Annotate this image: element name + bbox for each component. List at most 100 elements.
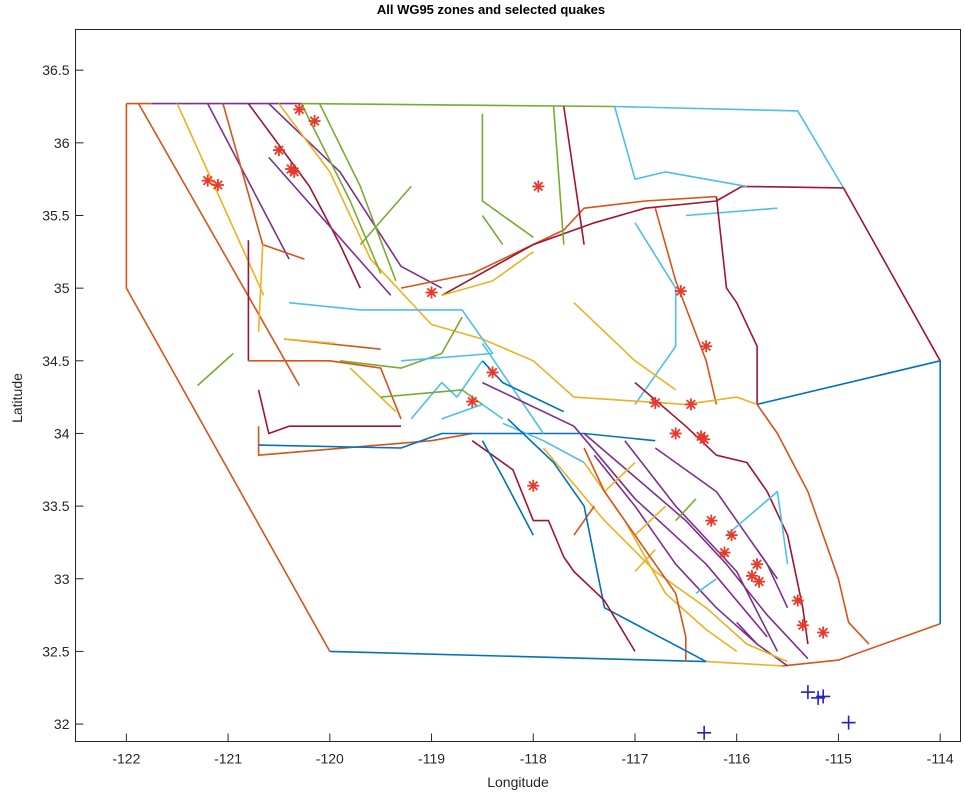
x-tick-label: -114 bbox=[927, 751, 954, 767]
x-tick-label: -117 bbox=[621, 751, 648, 767]
zone-line-43 bbox=[359, 185, 412, 246]
x-tick-label: -121 bbox=[214, 751, 242, 767]
quake-star-marker bbox=[698, 433, 711, 446]
quake-star-marker bbox=[527, 479, 540, 492]
x-tick-label: -118 bbox=[520, 751, 547, 767]
zone-line-59 bbox=[573, 425, 768, 638]
quake-star-marker bbox=[201, 174, 214, 187]
quake-star-marker bbox=[486, 366, 499, 379]
zone-line-53 bbox=[573, 396, 758, 406]
quake-star-marker bbox=[425, 286, 438, 299]
x-tick-label: -119 bbox=[418, 751, 445, 767]
zone-line-15 bbox=[257, 244, 264, 332]
zone-line-44 bbox=[481, 215, 504, 246]
zone-line-68 bbox=[603, 461, 636, 493]
zone-line-48 bbox=[613, 106, 748, 188]
zone-line-7 bbox=[301, 102, 615, 108]
quake-markers bbox=[201, 103, 856, 740]
zone-line-33 bbox=[481, 342, 545, 434]
zone-line-52 bbox=[573, 302, 677, 391]
zone-line-74 bbox=[507, 418, 707, 663]
zone-line-17 bbox=[268, 103, 443, 289]
zone-line-46 bbox=[563, 106, 585, 245]
zone-line-49 bbox=[685, 207, 778, 217]
zone-line-51 bbox=[654, 207, 718, 405]
zone-line-76 bbox=[481, 440, 535, 536]
y-tick-label: 33.5 bbox=[42, 498, 69, 514]
zone-line-28 bbox=[339, 316, 463, 369]
zone-line-54 bbox=[756, 360, 941, 406]
zone-line-56 bbox=[634, 381, 809, 645]
quake-cross-marker bbox=[841, 715, 856, 730]
y-tick-label: 34.5 bbox=[42, 353, 69, 369]
zone-line-63 bbox=[756, 549, 779, 580]
zone-line-55 bbox=[756, 403, 870, 645]
quake-star-marker bbox=[466, 395, 479, 408]
zone-line-66 bbox=[542, 447, 788, 663]
zone-line-21 bbox=[283, 338, 335, 345]
axes-frame bbox=[75, 29, 961, 742]
zone-line-10 bbox=[137, 103, 300, 386]
zone-line-62 bbox=[725, 490, 789, 565]
quake-star-marker bbox=[705, 514, 718, 527]
zone-line-35 bbox=[482, 381, 575, 427]
quake-star-marker bbox=[751, 558, 764, 571]
quake-star-marker bbox=[211, 178, 224, 191]
y-tick-label: 35.5 bbox=[42, 207, 69, 223]
y-tick-label: 34 bbox=[54, 425, 70, 441]
quake-star-marker bbox=[725, 529, 738, 542]
quake-star-marker bbox=[285, 162, 298, 175]
x-tick-label: -120 bbox=[316, 751, 344, 767]
zone-line-5 bbox=[842, 187, 941, 362]
zone-line-60 bbox=[654, 447, 789, 609]
zone-line-67 bbox=[583, 462, 738, 653]
chart-title: All WG95 zones and selected quakes bbox=[377, 2, 605, 17]
y-tick-label: 32 bbox=[54, 716, 70, 732]
zone-line-71 bbox=[573, 505, 595, 536]
zone-line-38 bbox=[441, 185, 844, 297]
zone-line-61 bbox=[624, 440, 779, 652]
quake-star-marker bbox=[293, 103, 306, 116]
zone-line-75 bbox=[471, 440, 636, 652]
zone-line-6 bbox=[614, 105, 845, 189]
zone-line-1 bbox=[329, 650, 707, 663]
x-axis-ticks: -122 -121 -120 -119 -118 -117 -116 -115 -114 bbox=[112, 733, 954, 767]
y-axis-ticks: 32 32.5 33 33.5 34 34.5 35 35.5 36 36.5 bbox=[42, 62, 84, 732]
zone-line-30 bbox=[289, 301, 494, 362]
quake-star-marker bbox=[308, 115, 321, 128]
zone-line-13 bbox=[197, 352, 234, 387]
quake-star-marker bbox=[796, 619, 809, 632]
quake-star-marker bbox=[718, 546, 731, 559]
zone-lines bbox=[125, 102, 942, 667]
zone-line-41 bbox=[300, 103, 382, 274]
quake-cross-marker bbox=[697, 725, 712, 740]
plot-area bbox=[125, 102, 942, 740]
zone-line-27 bbox=[258, 432, 656, 449]
zone-line-69 bbox=[634, 505, 667, 536]
zone-line-23 bbox=[248, 359, 402, 420]
zone-line-12 bbox=[206, 103, 290, 260]
zone-line-24 bbox=[349, 367, 397, 413]
quake-star-marker bbox=[649, 396, 662, 409]
zone-line-73 bbox=[583, 447, 687, 662]
zone-line-65 bbox=[695, 578, 717, 594]
zone-line-57 bbox=[583, 432, 809, 660]
y-tick-label: 35 bbox=[54, 280, 70, 296]
zone-line-42 bbox=[481, 113, 534, 238]
y-tick-label: 36.5 bbox=[42, 62, 69, 78]
quake-star-marker bbox=[791, 594, 804, 607]
zone-line-39 bbox=[441, 251, 534, 297]
x-tick-label: -122 bbox=[112, 751, 140, 767]
zone-line-40 bbox=[318, 103, 397, 282]
quake-star-marker bbox=[817, 626, 830, 639]
zone-line-31 bbox=[380, 389, 483, 406]
quake-star-marker bbox=[700, 340, 713, 353]
zone-line-3 bbox=[782, 623, 941, 667]
zone-line-32 bbox=[441, 403, 504, 420]
quake-cross-marker bbox=[800, 685, 815, 700]
zone-line-29 bbox=[410, 360, 484, 420]
zone-line-45 bbox=[552, 106, 565, 245]
zone-line-50 bbox=[715, 196, 758, 405]
zone-line-19 bbox=[268, 156, 392, 296]
